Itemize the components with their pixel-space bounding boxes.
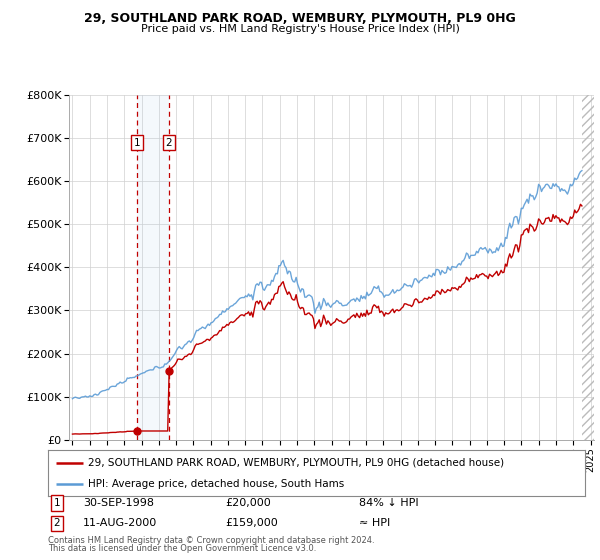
Text: Price paid vs. HM Land Registry's House Price Index (HPI): Price paid vs. HM Land Registry's House …: [140, 24, 460, 34]
Text: 29, SOUTHLAND PARK ROAD, WEMBURY, PLYMOUTH, PL9 0HG: 29, SOUTHLAND PARK ROAD, WEMBURY, PLYMOU…: [84, 12, 516, 25]
Bar: [137, 95, 169, 440]
Text: 29, SOUTHLAND PARK ROAD, WEMBURY, PLYMOUTH, PL9 0HG (detached house): 29, SOUTHLAND PARK ROAD, WEMBURY, PLYMOU…: [88, 458, 505, 468]
Text: 84% ↓ HPI: 84% ↓ HPI: [359, 498, 419, 508]
Text: 2: 2: [53, 518, 60, 528]
Text: Contains HM Land Registry data © Crown copyright and database right 2024.: Contains HM Land Registry data © Crown c…: [48, 536, 374, 545]
Text: 11-AUG-2000: 11-AUG-2000: [83, 518, 157, 528]
Text: £159,000: £159,000: [225, 518, 278, 528]
Text: 30-SEP-1998: 30-SEP-1998: [83, 498, 154, 508]
Text: £20,000: £20,000: [225, 498, 271, 508]
Text: ≈ HPI: ≈ HPI: [359, 518, 391, 528]
Text: This data is licensed under the Open Government Licence v3.0.: This data is licensed under the Open Gov…: [48, 544, 316, 553]
Bar: [582, 95, 599, 440]
Text: 1: 1: [53, 498, 60, 508]
Text: HPI: Average price, detached house, South Hams: HPI: Average price, detached house, Sout…: [88, 479, 344, 489]
Text: 1: 1: [134, 138, 140, 147]
Text: 2: 2: [166, 138, 172, 147]
